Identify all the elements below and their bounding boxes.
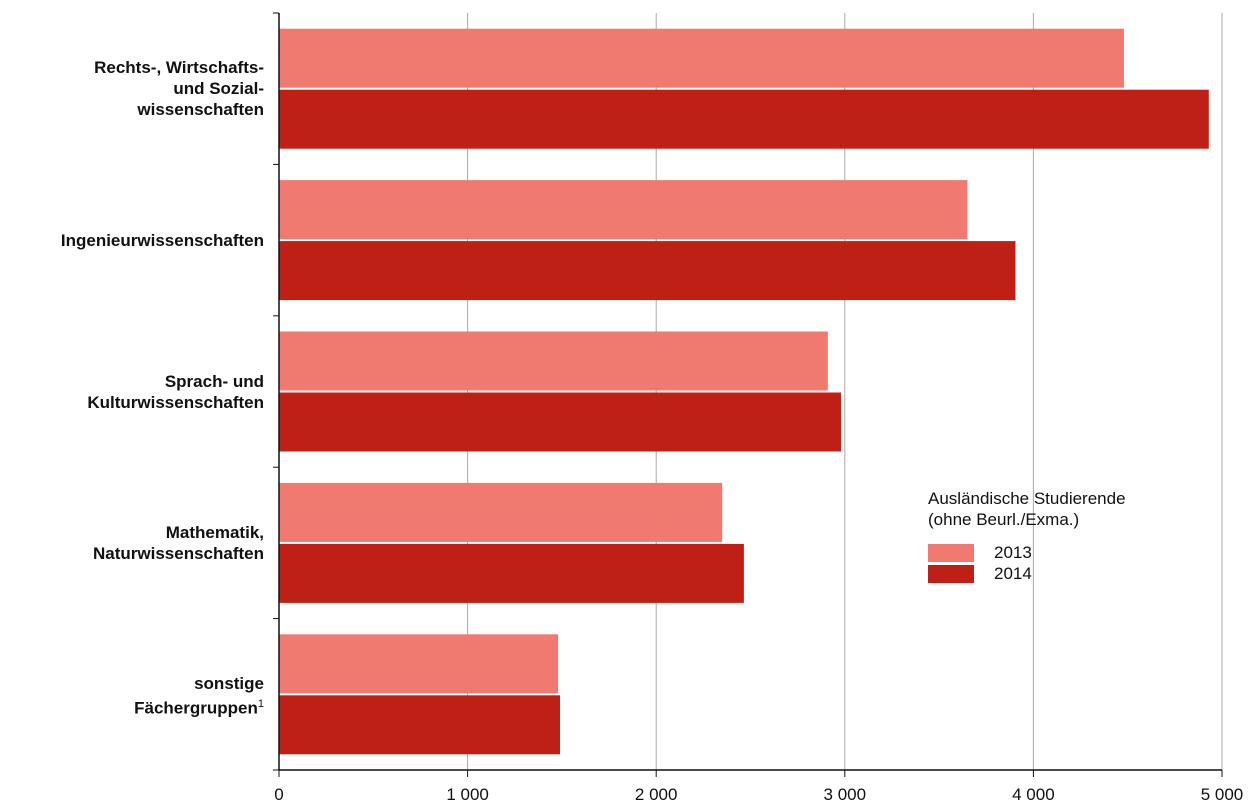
x-tick-label: 1 000 xyxy=(446,785,489,804)
legend-title: Ausländische Studierende (ohne Beurl./Ex… xyxy=(928,489,1126,529)
x-tick-label: 4 000 xyxy=(1012,785,1055,804)
category-label: sonstige Fächergruppen1 xyxy=(134,674,264,718)
bar-2014 xyxy=(279,543,744,603)
footnote-marker: 1 xyxy=(257,698,264,711)
x-tick-label: 0 xyxy=(274,785,283,804)
legend-label-2014: 2014 xyxy=(994,564,1032,583)
x-tick-label: 5 000 xyxy=(1201,785,1244,804)
category-label: Ingenieurwissenschaften xyxy=(60,230,264,250)
bar-2013 xyxy=(279,482,723,542)
bar-2013 xyxy=(279,331,828,391)
legend-label-2013: 2013 xyxy=(994,543,1032,562)
bar-2014 xyxy=(279,89,1209,149)
legend-item-2014: 2014 xyxy=(928,563,1126,584)
legend-swatch-2013 xyxy=(928,543,974,562)
legend-item-2013: 2013 xyxy=(928,542,1126,563)
bar-2014 xyxy=(279,695,561,755)
category-label: Mathematik, Naturwissenschaften xyxy=(93,522,264,563)
category-label: Rechts-, Wirtschafts- und Sozial- wissen… xyxy=(94,58,264,120)
bar-2014 xyxy=(279,241,1016,301)
bar-2013 xyxy=(279,180,968,240)
bar-2014 xyxy=(279,392,842,452)
x-tick-label: 2 000 xyxy=(635,785,678,804)
x-tick-label: 3 000 xyxy=(824,785,867,804)
bar-2013 xyxy=(279,28,1124,88)
category-label: Sprach- und Kulturwissenschaften xyxy=(87,371,264,412)
bar-2013 xyxy=(279,634,559,694)
legend: Ausländische Studierende (ohne Beurl./Ex… xyxy=(928,488,1126,584)
legend-swatch-2014 xyxy=(928,564,974,583)
